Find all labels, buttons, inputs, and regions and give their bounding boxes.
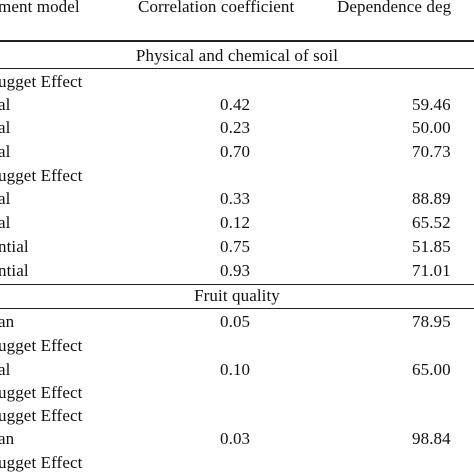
- row-dependence: 71.01: [412, 261, 451, 280]
- row-model: al: [0, 189, 11, 208]
- row-correlation: 0.10: [220, 360, 251, 379]
- row-correlation: 0.93: [220, 261, 251, 280]
- row-model: ugget Effect: [0, 336, 83, 355]
- section-rule: [0, 308, 474, 309]
- row-correlation: 0.33: [220, 189, 251, 208]
- section-rule: [0, 284, 474, 285]
- row-dependence: 51.85: [412, 237, 451, 256]
- row-model: ugget Effect: [0, 72, 83, 91]
- row-dependence: 88.89: [412, 189, 451, 208]
- header-correlation: Correlation coefficient: [138, 0, 295, 16]
- header-dependence: Dependence deg: [337, 0, 452, 16]
- section-title: Physical and chemical of soil: [135, 46, 339, 65]
- row-correlation: 0.12: [220, 213, 251, 232]
- header-rule: [0, 40, 474, 42]
- row-model: al: [0, 360, 11, 379]
- row-dependence: 65.00: [412, 360, 451, 379]
- row-correlation: 0.05: [220, 312, 251, 331]
- row-model: ntial: [0, 237, 29, 256]
- row-model: al: [0, 142, 11, 161]
- header-model: ment model: [0, 0, 80, 16]
- row-dependence: 50.00: [412, 118, 451, 137]
- row-model: ugget Effect: [0, 406, 83, 425]
- row-correlation: 0.75: [220, 237, 251, 256]
- section-title: Fruit quality: [194, 286, 280, 305]
- row-model: ugget Effect: [0, 166, 83, 185]
- row-model: ugget Effect: [0, 383, 83, 402]
- row-model: al: [0, 118, 11, 137]
- row-dependence: 78.95: [412, 312, 451, 331]
- row-correlation: 0.70: [220, 142, 251, 161]
- row-correlation: 0.23: [220, 118, 251, 137]
- row-model: an: [0, 429, 15, 448]
- row-correlation: 0.42: [220, 95, 251, 114]
- row-model: ntial: [0, 261, 29, 280]
- row-dependence: 98.84: [412, 429, 451, 448]
- row-correlation: 0.03: [220, 429, 251, 448]
- section-rule: [0, 68, 474, 69]
- row-dependence: 65.52: [412, 213, 451, 232]
- row-model: ugget Effect: [0, 453, 83, 472]
- row-model: al: [0, 95, 11, 114]
- row-model: al: [0, 213, 11, 232]
- row-dependence: 59.46: [412, 95, 451, 114]
- row-model: an: [0, 312, 15, 331]
- row-dependence: 70.73: [412, 142, 451, 161]
